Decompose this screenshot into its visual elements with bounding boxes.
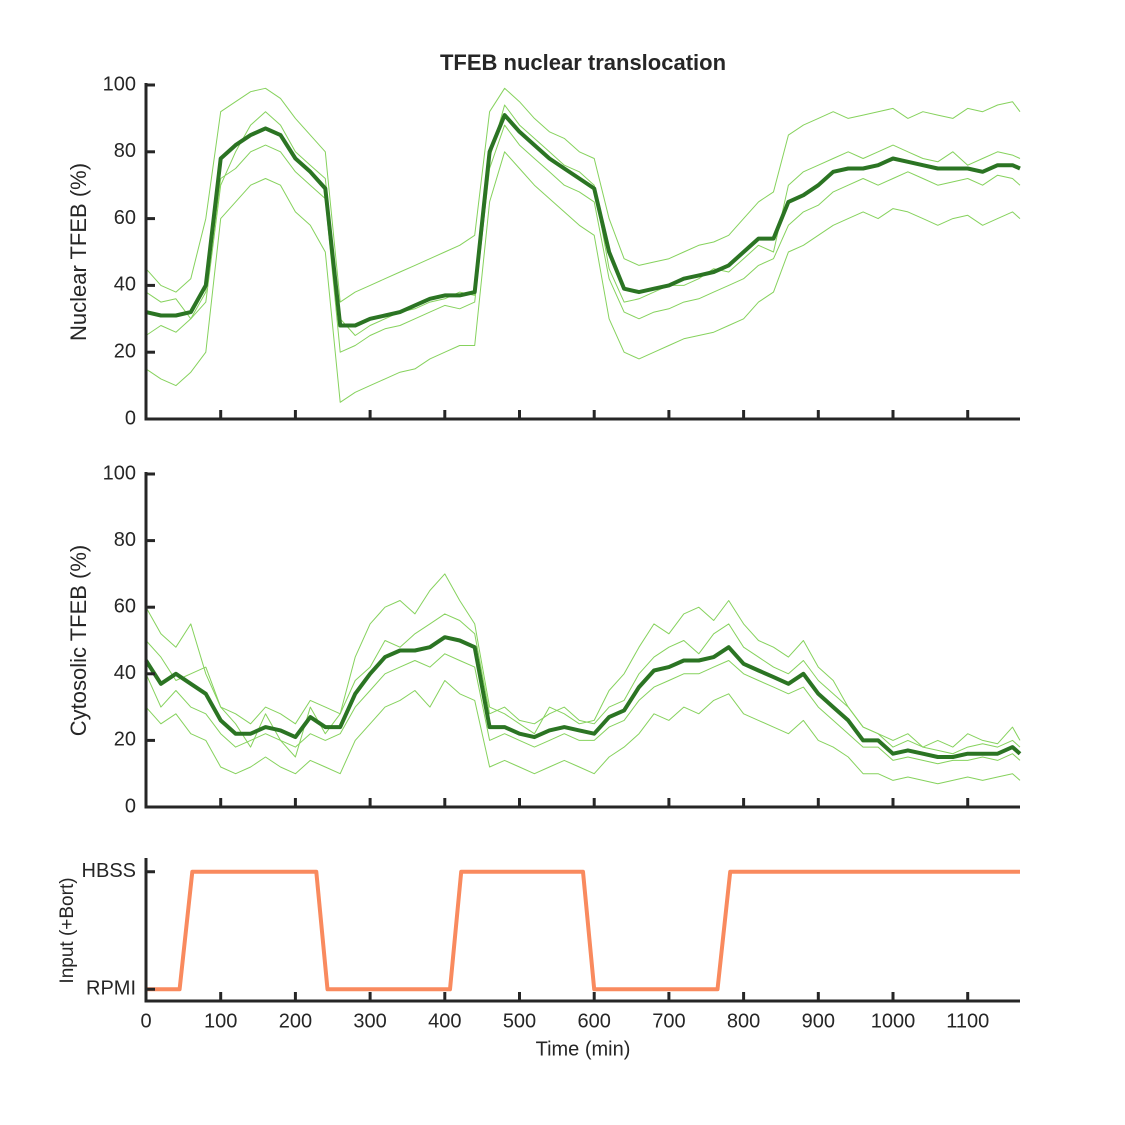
subplot: 0 20 40 60 80 100 Cytosolic TFEB (%) <box>66 462 1022 817</box>
y-axis-label: Cytosolic TFEB (%) <box>66 545 91 737</box>
chart-title: TFEB nuclear translocation <box>440 50 726 75</box>
y-tick-label: 0 <box>125 407 136 429</box>
x-tick-label: 900 <box>802 1010 835 1032</box>
x-tick-label: 1000 <box>871 1010 916 1032</box>
y-tick-label: 20 <box>114 729 136 751</box>
x-tick-label: 0 <box>140 1010 151 1032</box>
data-line <box>145 680 1021 785</box>
x-tick-label: 700 <box>652 1010 685 1032</box>
x-tick-label: 100 <box>204 1010 237 1032</box>
y-tick-label: 100 <box>103 73 136 95</box>
data-line <box>145 653 1021 765</box>
data-line <box>144 635 1022 759</box>
x-tick-label: 300 <box>353 1010 386 1032</box>
x-tick-label: 500 <box>503 1010 536 1032</box>
y-tick-label: 20 <box>114 340 136 362</box>
y-tick-label: 100 <box>103 462 136 484</box>
y-tick-label: HBSS <box>82 860 136 882</box>
data-line <box>145 113 1021 328</box>
data-line <box>145 104 1021 336</box>
y-tick-label: 40 <box>114 662 136 684</box>
data-line <box>145 613 1021 755</box>
x-tick-label: 800 <box>727 1010 760 1032</box>
y-tick-label: 80 <box>114 529 136 551</box>
y-tick-label: RPMI <box>86 978 136 1000</box>
data-line <box>145 151 1021 403</box>
subplot: RPMI HBSS 0 100 200 300 400 500 600 700 800 900 1000… <box>57 858 1020 1060</box>
x-tick-label: 400 <box>428 1010 461 1032</box>
data-line <box>145 124 1021 353</box>
data-line <box>146 869 1020 992</box>
y-tick-label: 80 <box>114 140 136 162</box>
x-tick-label: 200 <box>279 1010 312 1032</box>
y-tick-label: 60 <box>114 595 136 617</box>
y-axis-label: Input (+Bort) <box>57 877 78 983</box>
x-axis-label: Time (min) <box>536 1038 631 1060</box>
y-tick-label: 40 <box>114 274 136 296</box>
data-line <box>145 87 1021 303</box>
x-tick-label: 1100 <box>946 1010 989 1032</box>
y-tick-label: 0 <box>125 795 136 817</box>
x-tick-label: 600 <box>578 1010 611 1032</box>
subplot: 0 20 40 60 80 100 TFEB nuclear translocation Nu… <box>66 50 1021 429</box>
y-tick-label: 60 <box>114 207 136 229</box>
y-axis-label: Nuclear TFEB (%) <box>66 163 91 341</box>
